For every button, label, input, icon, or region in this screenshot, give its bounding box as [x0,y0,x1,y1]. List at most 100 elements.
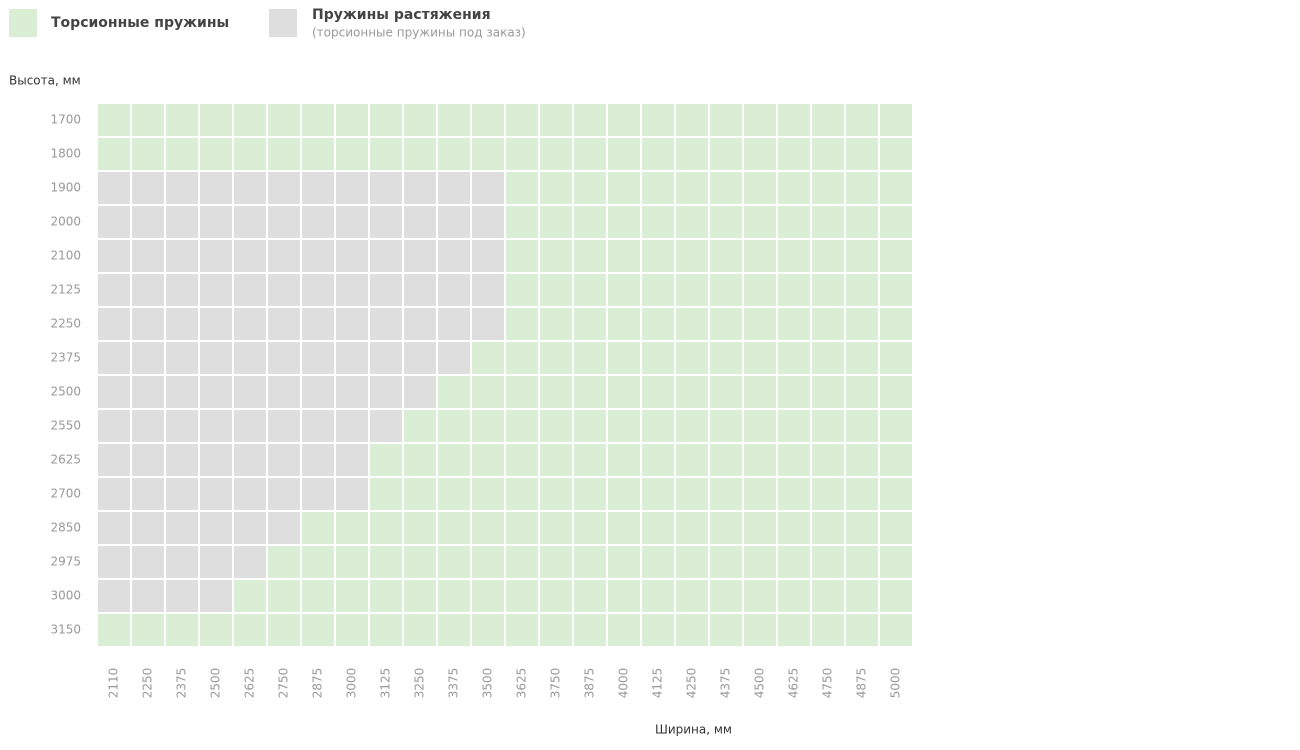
cell [676,274,708,306]
row-label: 1800 [50,147,81,161]
cell [880,512,912,544]
cell [200,104,232,136]
cell [438,274,470,306]
cell [744,478,776,510]
cell [506,308,538,340]
cell [302,614,334,646]
cell [676,172,708,204]
cell [574,512,606,544]
cell [744,138,776,170]
cell [404,410,436,442]
cell [268,342,300,374]
cell [98,206,130,238]
cell [472,478,504,510]
cell [234,410,266,442]
cell [302,240,334,272]
cell [846,410,878,442]
cell [540,546,572,578]
cell [880,240,912,272]
cell [778,172,810,204]
cell [506,614,538,646]
cell [540,240,572,272]
row-label: 3150 [50,623,81,637]
cell [268,444,300,476]
column-label: 5000 [889,668,903,699]
cell [608,478,640,510]
row-label: 2625 [50,453,81,467]
cell [404,308,436,340]
cell [132,104,164,136]
cell [778,410,810,442]
cell [812,512,844,544]
cell [642,138,674,170]
row-label: 2500 [50,385,81,399]
cell [778,478,810,510]
cell [812,206,844,238]
cell [778,546,810,578]
cell [200,444,232,476]
cell [880,444,912,476]
cell [132,410,164,442]
cell [302,546,334,578]
cell [132,546,164,578]
cell [642,308,674,340]
cell [744,206,776,238]
cell [710,376,742,408]
cell [506,410,538,442]
cell [302,138,334,170]
cell [506,512,538,544]
cell [166,546,198,578]
cell [642,104,674,136]
cell [880,206,912,238]
cell [98,104,130,136]
column-label: 3500 [481,668,495,699]
cell [812,308,844,340]
cell [676,444,708,476]
cell [846,274,878,306]
cell [166,206,198,238]
column-label: 3875 [583,668,597,699]
cell [438,546,470,578]
cell [132,512,164,544]
cell [574,308,606,340]
cell [574,172,606,204]
column-label: 2375 [175,668,189,699]
cell [302,274,334,306]
cell [438,104,470,136]
cell [880,546,912,578]
cell [404,614,436,646]
row-label: 2100 [50,249,81,263]
cell [370,240,402,272]
cell [676,580,708,612]
cell [234,614,266,646]
cell [608,274,640,306]
cell [846,614,878,646]
cell [438,580,470,612]
cell [608,444,640,476]
cell [880,580,912,612]
cell [574,410,606,442]
cell [438,172,470,204]
cell [574,206,606,238]
cell [370,206,402,238]
cell [336,138,368,170]
cell [98,410,130,442]
cell [608,410,640,442]
cell [132,376,164,408]
cell [608,308,640,340]
row-label: 2375 [50,351,81,365]
cell [540,444,572,476]
cell [540,172,572,204]
cell [132,240,164,272]
column-label: 3000 [345,668,359,699]
cell [812,614,844,646]
cell [642,240,674,272]
cell [608,546,640,578]
cell [812,376,844,408]
cell [404,444,436,476]
cell [166,138,198,170]
cell [812,172,844,204]
row-label: 2000 [50,215,81,229]
cell [778,614,810,646]
cell [744,104,776,136]
